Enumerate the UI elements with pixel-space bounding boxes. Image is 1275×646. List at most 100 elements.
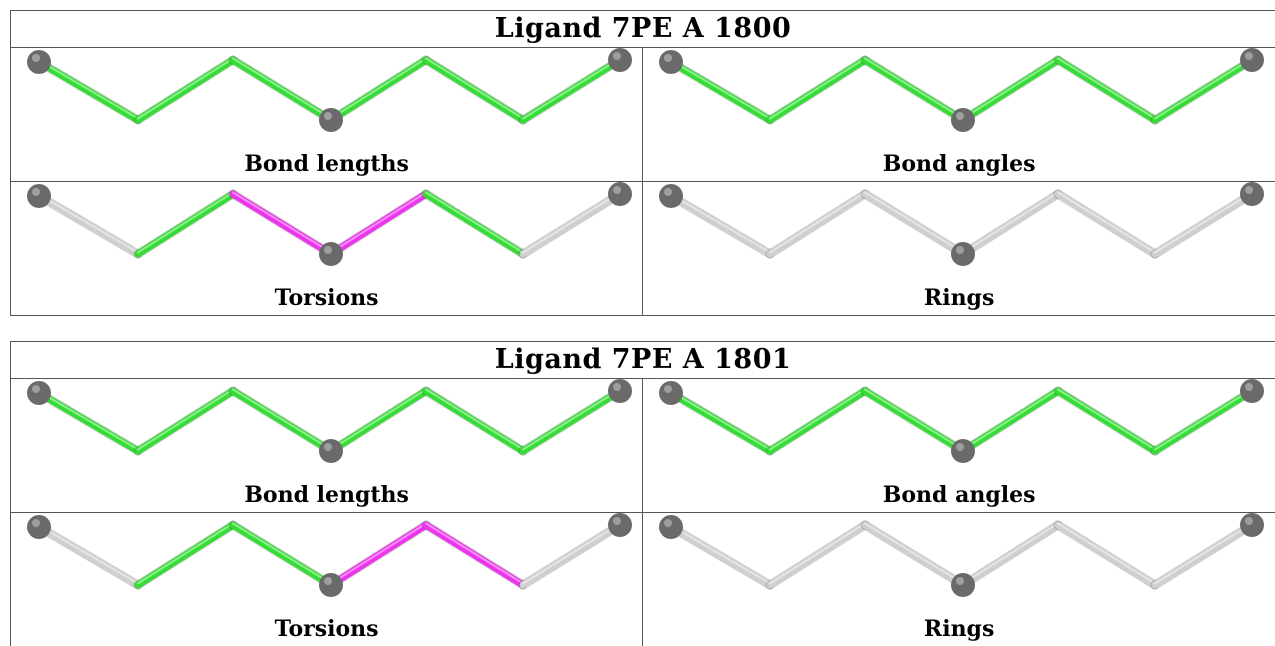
bond xyxy=(233,60,331,120)
panel-caption: Torsions xyxy=(11,616,642,642)
atom-highlight xyxy=(324,246,332,254)
bond xyxy=(138,391,233,451)
atom xyxy=(27,50,51,74)
ligand-table-1: Ligand 7PE A 1800 Bond lengths Bond angl… xyxy=(10,10,1275,316)
atom-highlight xyxy=(1245,517,1253,525)
atom-highlight xyxy=(1245,52,1253,60)
panel-caption: Bond angles xyxy=(643,151,1275,177)
bond-highlight xyxy=(138,193,233,253)
bond xyxy=(865,525,963,585)
bond-highlight xyxy=(1058,390,1155,450)
atom-highlight xyxy=(664,519,672,527)
bond xyxy=(963,391,1058,451)
bond-highlight xyxy=(865,59,963,119)
bond-highlight xyxy=(1155,390,1252,450)
atom-highlight xyxy=(32,385,40,393)
bond-highlight xyxy=(1155,59,1252,119)
bond xyxy=(331,391,426,451)
atom xyxy=(27,381,51,405)
bond xyxy=(1058,391,1155,451)
bond-highlight xyxy=(770,59,865,119)
atom-highlight xyxy=(32,188,40,196)
bond xyxy=(331,194,426,254)
atom-highlight xyxy=(324,112,332,120)
atom xyxy=(659,381,683,405)
atom xyxy=(319,242,343,266)
atom-highlight xyxy=(956,443,964,451)
panel-caption: Bond angles xyxy=(643,482,1275,508)
atom xyxy=(319,439,343,463)
bond-highlight xyxy=(865,524,963,584)
bond-highlight xyxy=(39,195,138,253)
bond xyxy=(523,391,620,451)
bond-highlight xyxy=(770,390,865,450)
bond-highlight xyxy=(523,390,620,450)
panel-caption: Bond lengths xyxy=(11,482,642,508)
atom xyxy=(659,515,683,539)
bond xyxy=(331,60,426,120)
ligand-table-2: Ligand 7PE A 1801 Bond lengths Bond angl… xyxy=(10,341,1275,646)
panel-bond-lengths: Bond lengths xyxy=(11,48,643,182)
atom xyxy=(951,573,975,597)
bond xyxy=(39,527,138,585)
atom-highlight xyxy=(956,112,964,120)
bond xyxy=(426,391,523,451)
bond-highlight xyxy=(671,61,770,119)
bond xyxy=(233,391,331,451)
atom-highlight xyxy=(32,54,40,62)
bond-highlight xyxy=(523,524,620,584)
atom-highlight xyxy=(1245,186,1253,194)
bond xyxy=(963,525,1058,585)
bond-highlight xyxy=(865,390,963,450)
bond xyxy=(331,525,426,585)
bond xyxy=(671,393,770,451)
panel-torsions: Torsions xyxy=(11,513,643,646)
bond xyxy=(1058,60,1155,120)
bond xyxy=(1155,525,1252,585)
panel-bond-lengths: Bond lengths xyxy=(11,379,643,513)
atom xyxy=(319,573,343,597)
bond xyxy=(523,60,620,120)
panel-caption: Rings xyxy=(643,285,1275,311)
bond-highlight xyxy=(426,59,523,119)
panel-rings: Rings xyxy=(643,182,1275,316)
bond xyxy=(865,60,963,120)
atom-highlight xyxy=(1245,383,1253,391)
bond xyxy=(865,194,963,254)
bond-highlight xyxy=(770,193,865,253)
atom xyxy=(659,184,683,208)
panel-caption: Torsions xyxy=(11,285,642,311)
atom xyxy=(951,108,975,132)
atom xyxy=(27,515,51,539)
bond-highlight xyxy=(39,526,138,584)
bond-highlight xyxy=(1058,193,1155,253)
bond-highlight xyxy=(138,524,233,584)
bond xyxy=(138,525,233,585)
bond-highlight xyxy=(426,524,523,584)
atom xyxy=(27,184,51,208)
ligand-title: Ligand 7PE A 1800 xyxy=(11,11,1275,48)
bond-highlight xyxy=(770,524,865,584)
atom-highlight xyxy=(956,246,964,254)
bond-highlight xyxy=(138,390,233,450)
bond xyxy=(39,196,138,254)
atom-highlight xyxy=(613,52,621,60)
bond xyxy=(671,527,770,585)
atom-highlight xyxy=(32,519,40,527)
bond xyxy=(1155,391,1252,451)
bond-highlight xyxy=(331,193,426,253)
bond-highlight xyxy=(963,59,1058,119)
bond xyxy=(770,60,865,120)
bond xyxy=(770,391,865,451)
bond xyxy=(426,194,523,254)
atom-highlight xyxy=(613,186,621,194)
atom xyxy=(608,48,632,72)
atom xyxy=(608,182,632,206)
bond-highlight xyxy=(671,195,770,253)
bond xyxy=(39,393,138,451)
bond-highlight xyxy=(963,390,1058,450)
atom xyxy=(1240,379,1264,403)
atom xyxy=(1240,48,1264,72)
bond-highlight xyxy=(1058,524,1155,584)
bond-highlight xyxy=(426,193,523,253)
